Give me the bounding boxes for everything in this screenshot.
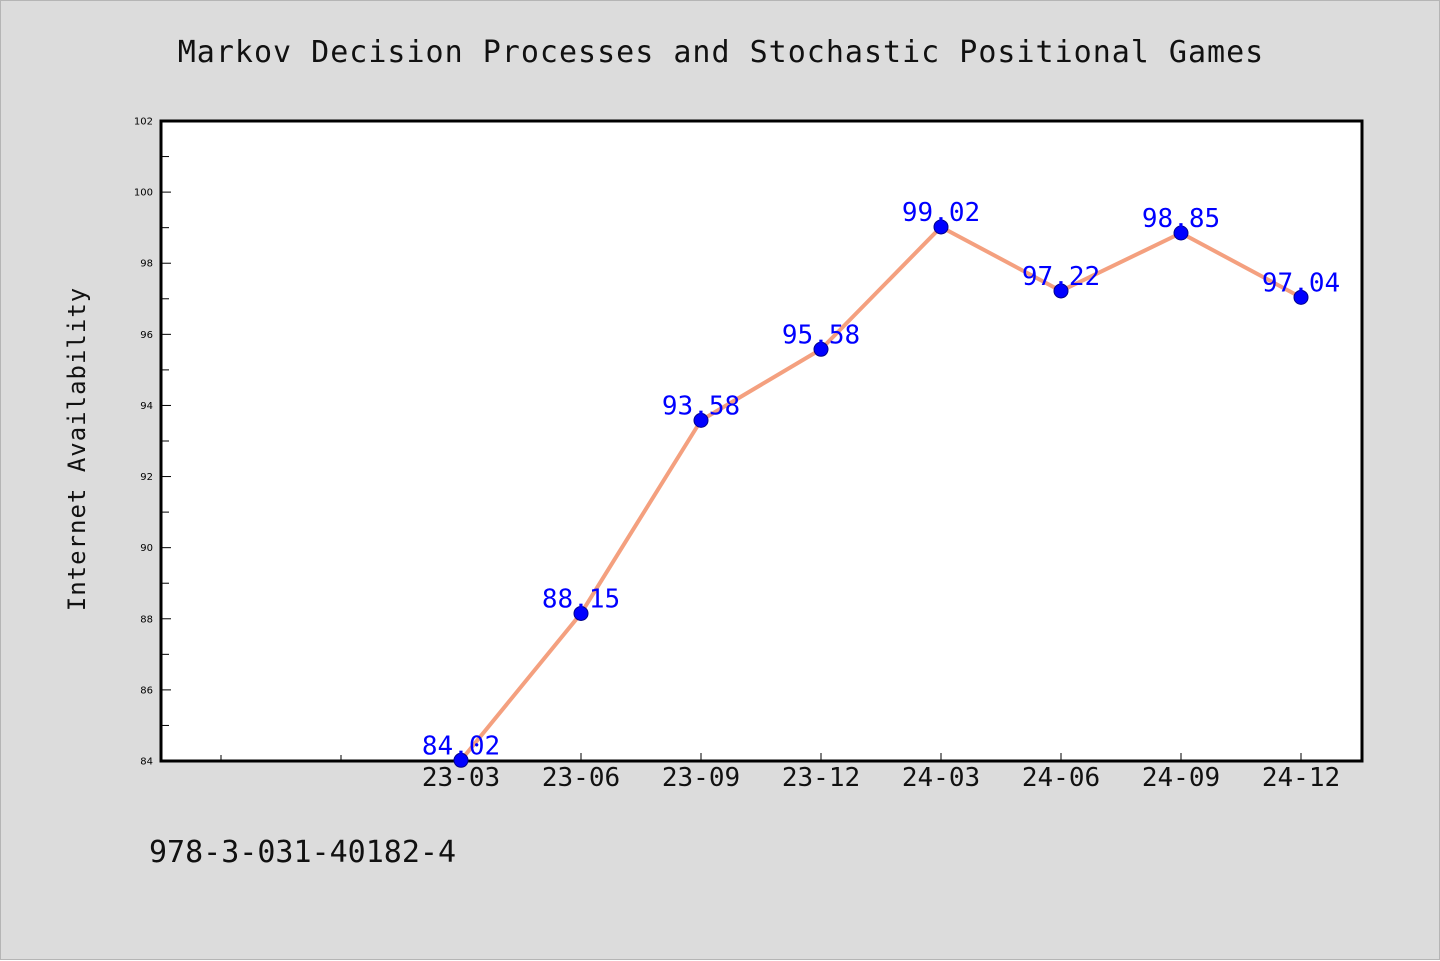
y-tick-label: 98	[140, 259, 153, 270]
x-tick-label: 24-12	[1262, 763, 1340, 793]
series-line	[459, 224, 1303, 763]
data-label: 95.58	[782, 320, 860, 350]
data-label: 88.15	[542, 584, 620, 614]
data-point	[453, 752, 469, 768]
y-tick-label: 90	[140, 543, 153, 554]
x-tick-label: 23-03	[422, 763, 500, 793]
y-tick-label: 86	[140, 685, 153, 696]
data-point	[693, 412, 709, 428]
data-label: 98.85	[1142, 204, 1220, 234]
data-label: 84.02	[422, 731, 500, 761]
data-label: 97.04	[1262, 268, 1340, 298]
data-point	[813, 341, 829, 357]
x-tick-label: 24-09	[1142, 763, 1220, 793]
data-point	[1293, 289, 1309, 305]
x-tick-label: 23-12	[782, 763, 860, 793]
data-label: 99.02	[902, 198, 980, 228]
y-tick-label: 94	[140, 401, 153, 412]
x-tick-label: 24-06	[1022, 763, 1100, 793]
data-point	[933, 219, 949, 235]
x-tick-label: 24-03	[902, 763, 980, 793]
y-tick-label: 88	[140, 614, 153, 625]
y-tick-label: 84	[140, 757, 153, 768]
y-tick-label: 100	[134, 188, 153, 199]
x-tick-label: 23-06	[542, 763, 620, 793]
y-tick-label: 102	[134, 117, 153, 128]
chart-title: Markov Decision Processes and Stochastic…	[177, 35, 1265, 70]
plot-area	[159, 119, 1364, 763]
y-tick-label: 96	[140, 330, 153, 341]
data-label: 97.22	[1022, 262, 1100, 292]
x-tick-label: 23-09	[662, 763, 740, 793]
data-point	[1053, 283, 1069, 299]
data-label: 93.58	[662, 391, 740, 421]
data-point	[1173, 225, 1189, 241]
y-tick-label: 92	[140, 472, 153, 483]
isbn-text: 978-3-031-40182-4	[149, 835, 457, 870]
y-axis-label: Internet Availability	[63, 287, 91, 611]
data-point	[573, 605, 589, 621]
